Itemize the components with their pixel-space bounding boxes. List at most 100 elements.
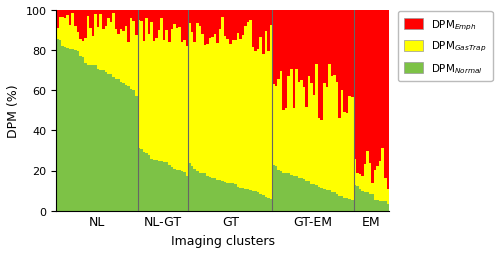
Bar: [382, 201, 384, 211]
Bar: [239, 188, 242, 211]
Bar: [310, 11, 313, 84]
Bar: [313, 96, 316, 184]
Bar: [366, 193, 369, 211]
Bar: [148, 11, 150, 35]
Bar: [239, 40, 242, 188]
Bar: [158, 11, 160, 31]
Bar: [298, 11, 300, 82]
Bar: [148, 155, 150, 211]
Bar: [280, 11, 282, 72]
Bar: [104, 73, 107, 211]
Bar: [117, 35, 119, 80]
Bar: [79, 11, 82, 40]
Bar: [262, 195, 264, 211]
Bar: [386, 189, 389, 204]
Bar: [372, 194, 374, 211]
Bar: [102, 70, 104, 211]
Bar: [232, 183, 234, 211]
Bar: [112, 78, 114, 211]
Bar: [74, 27, 76, 51]
Bar: [132, 11, 135, 22]
Bar: [86, 11, 90, 17]
Bar: [196, 11, 198, 24]
Bar: [351, 97, 354, 200]
Bar: [348, 97, 351, 199]
Bar: [379, 161, 382, 201]
Bar: [214, 178, 216, 211]
Bar: [247, 11, 250, 23]
Bar: [214, 35, 216, 178]
Bar: [229, 11, 232, 45]
Bar: [272, 11, 274, 84]
Bar: [298, 178, 300, 211]
Bar: [369, 194, 372, 211]
Bar: [270, 11, 272, 26]
Bar: [298, 82, 300, 178]
Bar: [120, 82, 122, 211]
Bar: [84, 39, 86, 64]
Bar: [59, 18, 62, 41]
Bar: [374, 11, 376, 171]
Bar: [222, 11, 224, 18]
Bar: [59, 11, 62, 18]
Bar: [168, 165, 170, 211]
Bar: [316, 11, 318, 65]
Bar: [110, 11, 112, 23]
Bar: [163, 162, 166, 211]
Bar: [160, 162, 163, 211]
Bar: [166, 162, 168, 211]
Bar: [153, 42, 156, 161]
Bar: [224, 182, 226, 211]
Bar: [204, 173, 206, 211]
Bar: [138, 21, 140, 148]
Bar: [130, 89, 132, 211]
Bar: [156, 11, 158, 39]
Bar: [236, 34, 239, 187]
Bar: [219, 11, 222, 30]
Bar: [226, 11, 229, 40]
Bar: [372, 11, 374, 183]
Bar: [234, 184, 236, 211]
Bar: [348, 11, 351, 97]
Bar: [252, 191, 254, 211]
Bar: [158, 31, 160, 161]
Bar: [374, 171, 376, 200]
Bar: [107, 74, 110, 211]
Bar: [376, 11, 379, 166]
Bar: [122, 32, 125, 84]
Bar: [94, 14, 97, 66]
Bar: [372, 183, 374, 194]
Bar: [72, 11, 74, 14]
Bar: [97, 11, 100, 28]
Bar: [364, 164, 366, 192]
Bar: [323, 189, 326, 211]
Bar: [117, 11, 119, 35]
Bar: [254, 11, 257, 52]
Bar: [201, 35, 203, 173]
Bar: [310, 84, 313, 184]
Bar: [150, 11, 153, 23]
Bar: [62, 11, 64, 18]
Bar: [358, 174, 361, 189]
Bar: [56, 40, 59, 211]
Bar: [290, 70, 292, 175]
Bar: [369, 11, 372, 163]
Bar: [236, 187, 239, 211]
Bar: [274, 166, 278, 211]
Bar: [64, 11, 66, 19]
Bar: [208, 11, 211, 39]
Bar: [356, 11, 358, 173]
Bar: [160, 19, 163, 162]
Bar: [264, 31, 267, 197]
Bar: [102, 11, 104, 30]
Bar: [264, 11, 267, 31]
Bar: [158, 161, 160, 211]
Bar: [254, 52, 257, 191]
Bar: [348, 199, 351, 211]
Bar: [184, 41, 186, 172]
Bar: [247, 23, 250, 189]
Bar: [288, 174, 290, 211]
Bar: [305, 107, 308, 181]
Bar: [328, 190, 330, 211]
Bar: [270, 26, 272, 199]
